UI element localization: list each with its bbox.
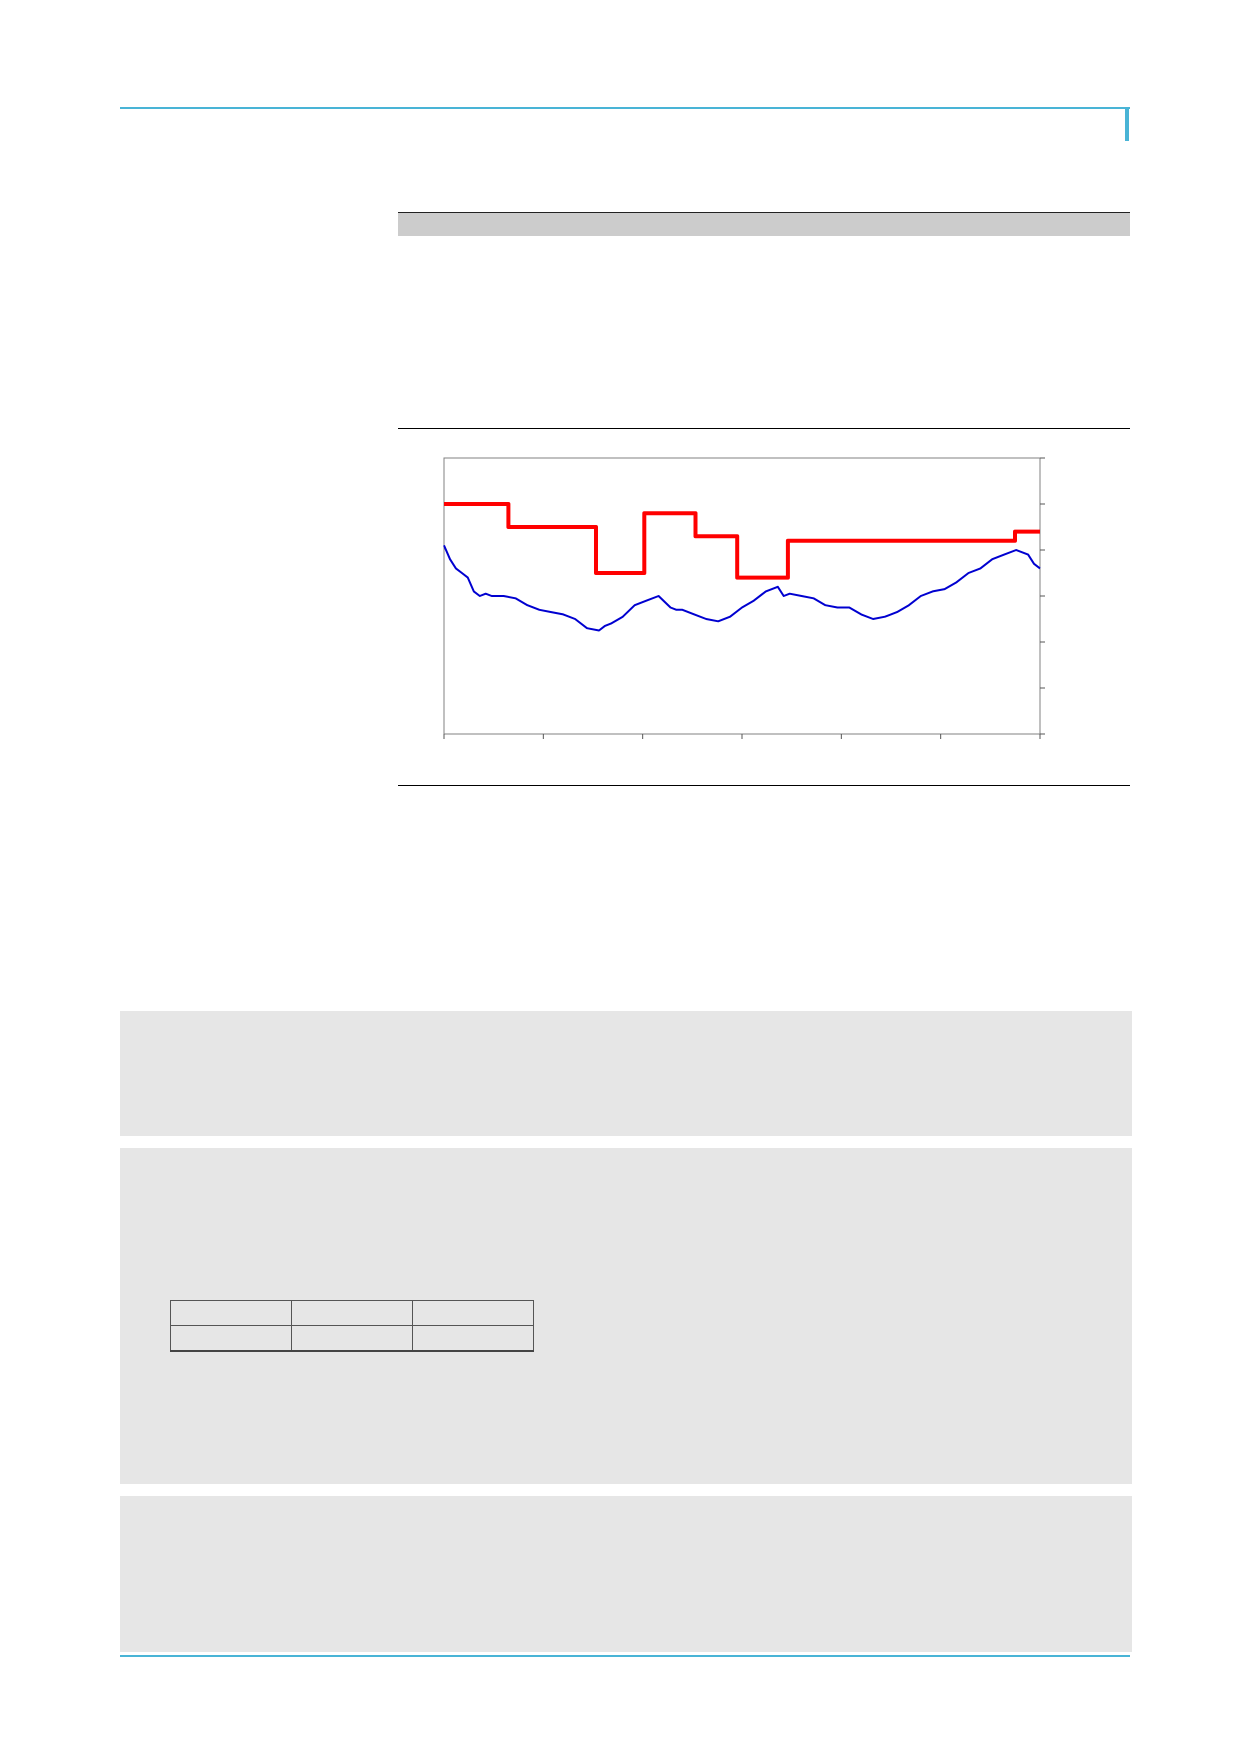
line-chart	[443, 457, 1045, 739]
info-panel-2	[120, 1148, 1132, 1484]
table-cell	[412, 1300, 534, 1326]
table-cell	[170, 1325, 292, 1352]
table-header-band	[398, 212, 1130, 236]
top-marker	[1125, 107, 1129, 141]
chart-series	[443, 502, 1041, 632]
table-cell	[291, 1300, 413, 1326]
info-panel-3	[120, 1496, 1132, 1652]
table-cell	[291, 1325, 413, 1352]
table-row	[170, 1300, 534, 1326]
mini-table	[170, 1300, 534, 1352]
chart-axes	[443, 457, 1045, 739]
plot-frame	[443, 457, 1041, 735]
info-panel-1	[120, 1011, 1132, 1136]
series-line-blue	[443, 545, 1041, 632]
chart-top-rule	[398, 428, 1130, 429]
table-row	[170, 1325, 534, 1352]
bottom-rule	[120, 1655, 1130, 1657]
series-line-red	[444, 502, 1040, 580]
table-cell	[170, 1300, 292, 1326]
top-rule	[120, 107, 1130, 109]
table-cell	[412, 1325, 534, 1352]
chart-bottom-rule	[398, 785, 1130, 786]
